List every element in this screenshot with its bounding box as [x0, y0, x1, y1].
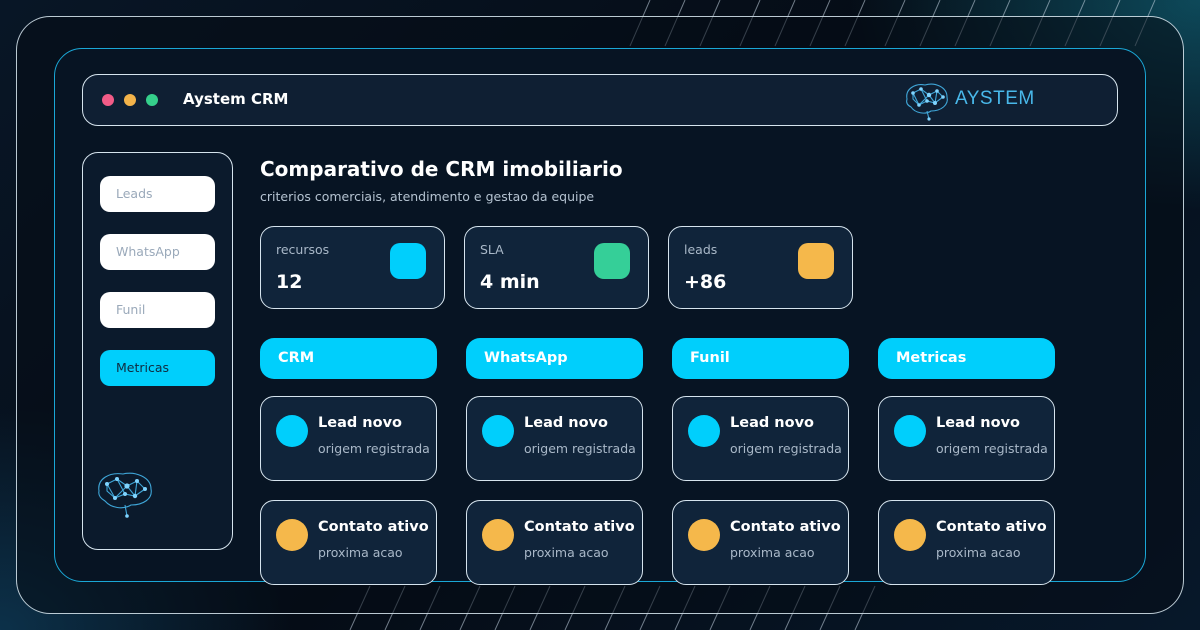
brain-network-icon: [906, 83, 948, 121]
column-header-whatsapp[interactable]: WhatsApp: [466, 338, 643, 379]
stat-card-sla: SLA 4 min: [464, 226, 649, 309]
page-title: Comparativo de CRM imobiliario: [260, 157, 623, 181]
card-title: Lead novo: [936, 415, 1020, 431]
column-header-funil[interactable]: Funil: [672, 338, 849, 379]
stat-color-chip: [594, 243, 630, 279]
card-lead-novo[interactable]: Lead novo origem registrada: [260, 396, 437, 481]
card-contato-ativo[interactable]: Contato ativo proxima acao: [878, 500, 1055, 585]
card-contato-ativo[interactable]: Contato ativo proxima acao: [260, 500, 437, 585]
card-lead-novo[interactable]: Lead novo origem registrada: [466, 396, 643, 481]
card-contato-ativo[interactable]: Contato ativo proxima acao: [672, 500, 849, 585]
status-dot: [482, 415, 514, 447]
status-dot: [688, 415, 720, 447]
card-title: Contato ativo: [936, 519, 1047, 535]
sidebar-item-whatsapp[interactable]: WhatsApp: [100, 234, 215, 270]
status-dot: [276, 519, 308, 551]
stat-value: 12: [276, 271, 303, 293]
brain-network-icon: [98, 472, 152, 518]
sidebar: Leads WhatsApp Funil Metricas: [82, 152, 233, 550]
status-dot: [894, 415, 926, 447]
card-lead-novo[interactable]: Lead novo origem registrada: [672, 396, 849, 481]
card-contato-ativo[interactable]: Contato ativo proxima acao: [466, 500, 643, 585]
page-subtitle: criterios comerciais, atendimento e gest…: [260, 189, 595, 204]
sidebar-item-metricas[interactable]: Metricas: [100, 350, 215, 386]
card-title: Contato ativo: [524, 519, 635, 535]
maximize-window-dot[interactable]: [146, 94, 158, 106]
window-titlebar: Aystem CRM AYSTEM: [82, 74, 1118, 126]
status-dot: [276, 415, 308, 447]
card-subtitle: proxima acao: [318, 545, 403, 560]
logo-text: AYSTEM: [955, 88, 1035, 109]
minimize-window-dot[interactable]: [124, 94, 136, 106]
card-subtitle: origem registrada: [318, 441, 430, 456]
card-lead-novo[interactable]: Lead novo origem registrada: [878, 396, 1055, 481]
sidebar-item-leads[interactable]: Leads: [100, 176, 215, 212]
card-title: Lead novo: [318, 415, 402, 431]
status-dot: [688, 519, 720, 551]
stat-value: +86: [684, 271, 727, 293]
card-title: Lead novo: [524, 415, 608, 431]
stat-value: 4 min: [480, 271, 540, 293]
column-header-crm[interactable]: CRM: [260, 338, 437, 379]
column-header-metricas[interactable]: Metricas: [878, 338, 1055, 379]
app-window: [54, 48, 1146, 582]
card-subtitle: proxima acao: [730, 545, 815, 560]
stat-color-chip: [798, 243, 834, 279]
card-title: Contato ativo: [318, 519, 429, 535]
status-dot: [482, 519, 514, 551]
card-subtitle: origem registrada: [936, 441, 1048, 456]
stat-label: recursos: [276, 242, 330, 257]
card-title: Lead novo: [730, 415, 814, 431]
card-title: Contato ativo: [730, 519, 841, 535]
aystem-logo: AYSTEM: [901, 79, 1101, 121]
stat-card-leads: leads +86: [668, 226, 853, 309]
card-subtitle: origem registrada: [524, 441, 636, 456]
close-window-dot[interactable]: [102, 94, 114, 106]
stat-label: SLA: [480, 242, 504, 257]
status-dot: [894, 519, 926, 551]
stat-card-recursos: recursos 12: [260, 226, 445, 309]
card-subtitle: proxima acao: [936, 545, 1021, 560]
card-subtitle: proxima acao: [524, 545, 609, 560]
stat-label: leads: [684, 242, 718, 257]
app-title: Aystem CRM: [183, 90, 289, 108]
stat-color-chip: [390, 243, 426, 279]
card-subtitle: origem registrada: [730, 441, 842, 456]
sidebar-item-funil[interactable]: Funil: [100, 292, 215, 328]
